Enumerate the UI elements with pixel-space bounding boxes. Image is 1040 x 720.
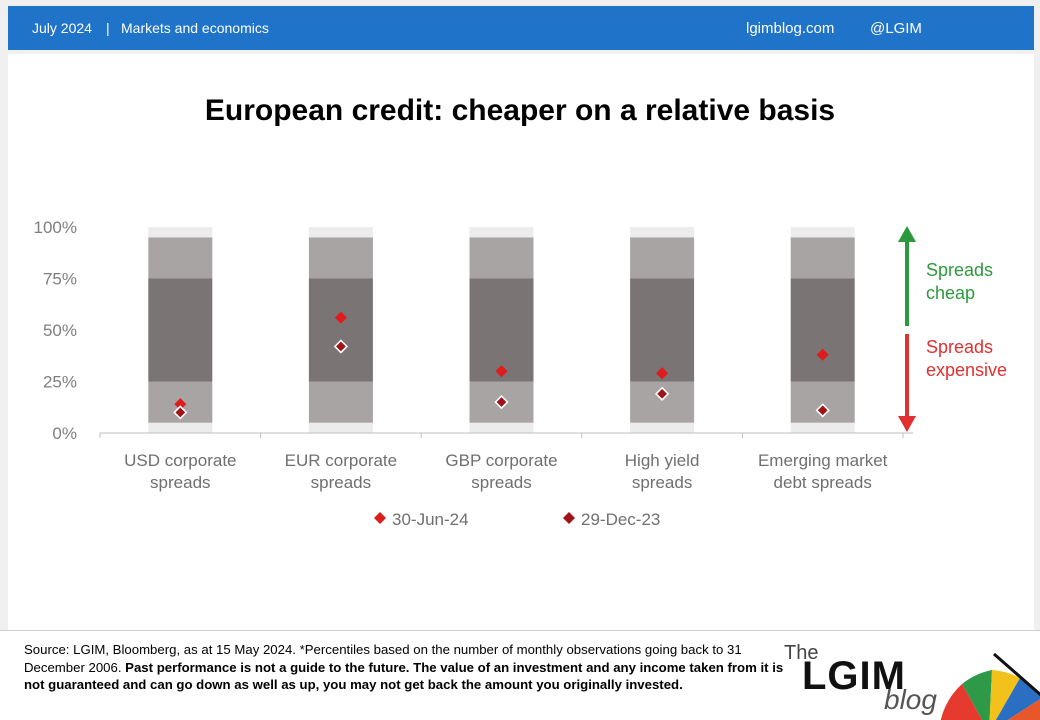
header-category-link[interactable]: Markets and economics xyxy=(121,20,269,36)
percentile-band xyxy=(308,381,373,423)
header-twitter-link[interactable]: @LGIM xyxy=(870,20,922,37)
x-category-label: High yield xyxy=(625,451,700,470)
logo-blog: blog xyxy=(884,684,937,715)
percentile-band xyxy=(630,237,695,279)
percentile-band xyxy=(308,422,373,433)
x-category-label: Emerging market xyxy=(758,451,888,470)
percentile-band xyxy=(630,227,695,238)
percentile-band xyxy=(148,237,213,279)
header: July 2024 | Markets and economics lgimbl… xyxy=(0,0,1040,54)
percentile-band xyxy=(469,278,534,382)
spreads-expensive-arrowhead xyxy=(898,416,916,432)
data-point xyxy=(816,348,829,361)
percentile-band xyxy=(790,237,855,279)
percentile-band xyxy=(308,278,373,382)
percentile-band xyxy=(308,227,373,238)
data-point xyxy=(815,403,830,418)
data-point xyxy=(495,365,508,378)
x-category-label: GBP corporate xyxy=(445,451,557,470)
footer-disclaimer: Past performance is not a guide to the f… xyxy=(24,659,784,693)
legend-label: 29-Dec-23 xyxy=(581,510,660,529)
x-category-label: spreads xyxy=(311,473,371,492)
logo-the: The xyxy=(784,642,819,664)
umbrella-icon xyxy=(940,652,1040,720)
lgim-blog-logo: The LGIM blog xyxy=(784,638,1040,720)
spreads-cheap-arrowhead xyxy=(898,226,916,242)
legend-label: 30-Jun-24 xyxy=(392,510,469,529)
spreads-expensive-label: Spreads xyxy=(926,337,993,357)
x-category-label: spreads xyxy=(632,473,692,492)
data-point xyxy=(174,398,187,411)
x-category-label: spreads xyxy=(150,473,210,492)
data-point xyxy=(173,405,188,420)
logo-main: LGIM xyxy=(802,654,906,698)
y-tick-label: 25% xyxy=(43,373,77,392)
x-category-label: USD corporate xyxy=(124,451,236,470)
header-date: July 2024 xyxy=(32,20,92,36)
y-tick-label: 75% xyxy=(43,270,77,289)
header-site-link[interactable]: lgimblog.com xyxy=(746,20,835,37)
chart: 100% 75% 50% 25% 0% USD corporate spreads EUR c… xyxy=(34,218,1008,529)
data-point xyxy=(333,339,349,354)
x-category-label: EUR corporate xyxy=(285,451,397,470)
y-tick-label: 50% xyxy=(43,321,77,340)
data-point xyxy=(494,394,509,410)
percentile-band xyxy=(630,278,695,382)
legend-marker xyxy=(563,512,575,524)
spreads-cheap-label: Spreads xyxy=(926,260,993,280)
footer: Source: LGIM, Bloomberg, as at 15 May 20… xyxy=(0,630,1040,720)
data-point xyxy=(654,386,670,401)
percentile-band xyxy=(790,227,855,238)
percentile-band xyxy=(790,422,855,433)
legend-marker xyxy=(374,512,386,524)
percentile-band xyxy=(148,278,213,382)
spreads-cheap-label: cheap xyxy=(926,283,975,303)
footer-source: Source: LGIM, Bloomberg, as at 15 May 20… xyxy=(24,642,742,675)
percentile-band xyxy=(148,422,213,433)
percentile-band xyxy=(148,227,213,238)
y-tick-label: 0% xyxy=(52,424,77,443)
header-separator: | xyxy=(106,20,110,36)
frame-right xyxy=(1034,54,1040,630)
y-tick-label: 100% xyxy=(34,218,77,237)
frame-left xyxy=(0,54,8,630)
percentile-band xyxy=(790,278,855,382)
percentile-band xyxy=(469,227,534,238)
footer-note: Source: LGIM, Bloomberg, as at 15 May 20… xyxy=(24,641,804,694)
chart-title: European credit: cheaper on a relative b… xyxy=(204,94,836,127)
spreads-expensive-label: expensive xyxy=(926,360,1007,380)
percentile-band xyxy=(630,422,695,433)
header-bar: July 2024 | Markets and economics lgimbl… xyxy=(8,6,1034,50)
data-point xyxy=(656,367,669,380)
percentile-band xyxy=(308,237,373,279)
x-category-label: debt spreads xyxy=(774,473,872,492)
x-category-label: spreads xyxy=(471,473,531,492)
data-point xyxy=(334,311,347,324)
percentile-band xyxy=(469,422,534,433)
percentile-band xyxy=(469,237,534,279)
